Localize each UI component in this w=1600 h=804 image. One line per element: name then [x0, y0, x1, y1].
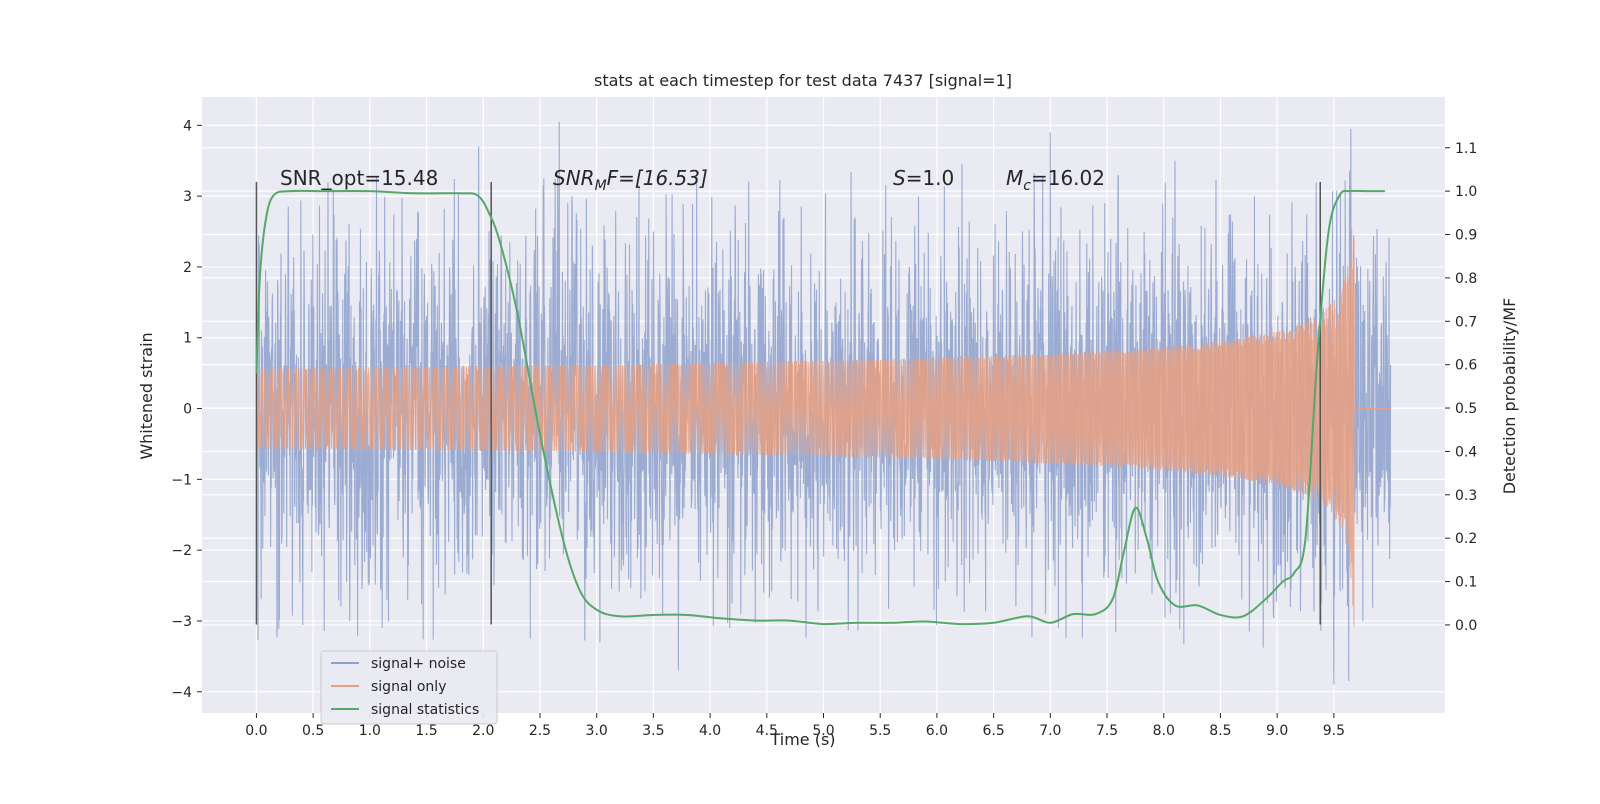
y-right-tick-label: 0.3 [1455, 488, 1477, 504]
annotation-snr-opt: SNR_opt=15.48 [280, 166, 438, 190]
series-signal-only [255, 229, 1391, 627]
series-signal-statistics [255, 189, 1385, 626]
annotation-s-main: S [893, 166, 906, 190]
x-tick-label: 1.5 [415, 723, 437, 739]
x-tick-label: 2.0 [472, 723, 494, 739]
x-tick-label: 3.0 [586, 723, 608, 739]
chart-title: stats at each timestep for test data 743… [594, 71, 1012, 90]
y-left-axis-label: Whitened strain [137, 332, 156, 459]
x-tick-label: 4.5 [756, 723, 778, 739]
y-right-tick-label: 1.1 [1455, 141, 1477, 157]
x-tick-label: 9.5 [1323, 723, 1345, 739]
legend-box [320, 650, 498, 725]
x-tick-label: 9.0 [1266, 723, 1288, 739]
y-left-tick-label: 2 [183, 260, 192, 276]
vertical-markers [255, 181, 1321, 625]
y-left-tick-label: 4 [183, 118, 192, 134]
x-tick-label: 0.0 [245, 723, 267, 739]
legend-label-signal-statistics: signal statistics [371, 702, 479, 718]
y-left-tick-label: −3 [171, 614, 192, 630]
annotation-mc-rest: =16.02 [1031, 166, 1105, 190]
y-right-tick-label: 0.1 [1455, 575, 1477, 591]
signal-statistics-line [255, 189, 1385, 626]
x-tick-label: 3.5 [642, 723, 664, 739]
y-right-tick-label: 0.4 [1455, 444, 1477, 460]
annotation-snr-mf-sub: M [595, 178, 607, 194]
y-left-tick-label: −2 [171, 543, 192, 559]
y-right-tick-label: 0.5 [1455, 401, 1477, 417]
x-tick-label: 6.5 [982, 723, 1004, 739]
annotation-snr-mf-rest: F=[16.53] [607, 166, 708, 190]
annotation-s-rest: =1.0 [906, 166, 955, 190]
y-left-tick-label: 0 [183, 402, 192, 418]
y-right-tick-label: 0.0 [1455, 618, 1477, 634]
annotation-mc: Mc=16.02 [1006, 166, 1105, 194]
legend: signal+ noise signal only signal statist… [320, 650, 498, 725]
y-right-tick-label: 1.0 [1455, 184, 1477, 200]
y-right-tick-label: 0.9 [1455, 228, 1477, 244]
y-right-axis-ticks: 0.0 0.1 0.2 0.3 0.4 0.5 0.6 0.7 0.8 0.9 1.0 1.1 [1445, 141, 1477, 634]
y-left-tick-label: −4 [171, 685, 192, 701]
legend-label-signal-only: signal only [371, 679, 446, 695]
legend-label-signal-plus-noise: signal+ noise [371, 656, 466, 672]
x-tick-label: 0.5 [302, 723, 324, 739]
x-tick-label: 5.0 [812, 723, 834, 739]
y-right-tick-label: 0.8 [1455, 271, 1477, 287]
annotation-snr-mf-main: SNR [553, 166, 595, 190]
y-right-tick-label: 0.7 [1455, 314, 1477, 330]
y-right-tick-label: 0.6 [1455, 358, 1477, 374]
annotation-snr-mf: SNRMF=[16.53] [553, 166, 708, 194]
y-right-axis-label: Detection probability/MF [1500, 298, 1519, 495]
x-tick-label: 5.5 [869, 723, 891, 739]
y-left-axis-ticks: −4 −3 −2 −1 0 1 2 3 4 [171, 118, 202, 701]
y-left-tick-label: 1 [183, 331, 192, 347]
signal-only-line [255, 229, 1391, 627]
x-tick-label: 2.5 [529, 723, 551, 739]
y-left-tick-label: 3 [183, 189, 192, 205]
annotation-mc-main: M [1006, 166, 1023, 190]
x-axis-label: Time (s) [769, 730, 835, 749]
y-left-tick-label: −1 [171, 472, 192, 488]
x-tick-label: 8.0 [1153, 723, 1175, 739]
x-axis-ticks: 0.0 0.5 1.0 1.5 2.0 2.5 3.0 3.5 4.0 4.5 5.0 5.5 6.0 6… [245, 713, 1345, 739]
x-tick-label: 6.0 [926, 723, 948, 739]
x-tick-label: 7.0 [1039, 723, 1061, 739]
x-tick-label: 1.0 [359, 723, 381, 739]
x-tick-label: 7.5 [1096, 723, 1118, 739]
x-tick-label: 8.5 [1209, 723, 1231, 739]
y-right-tick-label: 0.2 [1455, 531, 1477, 547]
annotation-mc-sub: c [1023, 178, 1031, 194]
x-tick-label: 4.0 [699, 723, 721, 739]
annotation-s: S=1.0 [893, 166, 954, 190]
